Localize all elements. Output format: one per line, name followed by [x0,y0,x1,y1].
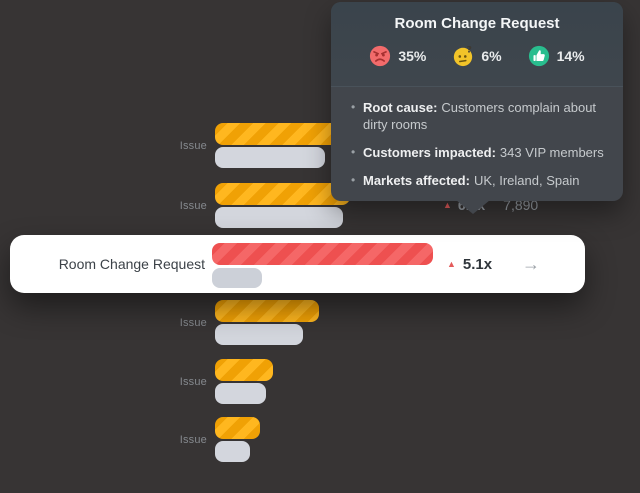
baseline-bar [215,207,343,228]
tooltip-header: Room Change Request 35% [331,2,623,87]
up-triangle-icon: ▲ [443,199,452,210]
tooltip-title: Room Change Request [394,15,560,32]
severity-bar [215,300,319,322]
baseline-bar [212,268,262,288]
severity-bar [215,359,273,381]
sentiment-angry-pct: 35% [398,48,427,64]
sentiment-confused: ? 6% [452,45,502,67]
bullet-icon: • [351,173,356,187]
baseline-bar [215,324,303,345]
highlighted-issue-card[interactable]: Room Change Request ▲ 5.1x → [10,235,585,293]
detail-text: UK, Ireland, Spain [473,173,580,188]
multiplier-value: 5.1x [462,255,493,273]
issue-row-4[interactable]: Issue [0,359,640,404]
tooltip-details: • Root cause: Customers complain about di… [331,87,623,189]
issue-row-label: Issue [179,375,207,388]
severity-bar [212,243,433,265]
count-value: 7,890 [503,197,539,213]
detail-customers-impacted: • Customers impacted: 343 VIP members [351,144,607,161]
severity-bar [215,123,340,145]
detail-label: Markets affected: [363,173,470,188]
issue-tooltip: Room Change Request 35% [331,2,623,201]
thumbs-up-icon [528,45,549,67]
severity-bar [215,183,350,205]
issue-row-label: Issue [179,316,207,329]
detail-markets-affected: • Markets affected: UK, Ireland, Spain [351,172,607,189]
thinking-face-icon: ? [454,45,473,67]
issue-row-5[interactable]: Issue [0,417,640,462]
open-detail-arrow-icon[interactable]: → [522,253,540,274]
tooltip-caret [456,200,490,214]
svg-text:?: ? [467,45,472,55]
issue-row-1[interactable]: Issue [0,123,640,168]
sentiment-angry: 35% [369,45,426,67]
severity-bar [215,417,260,439]
issue-row-label: Issue [179,199,207,212]
angry-face-icon [370,45,391,67]
issue-row-label: Issue [179,139,207,152]
detail-label: Root cause: [363,100,438,115]
sentiment-confused-pct: 6% [481,48,502,64]
sentiment-positive-pct: 14% [556,48,585,64]
detail-text: Customers complain about dirty rooms [363,100,597,132]
baseline-bar [215,441,250,462]
detail-label: Customers impacted: [363,145,496,160]
up-triangle-icon: ▲ [447,258,456,269]
bullet-icon: • [351,145,356,159]
detail-text: 343 VIP members [499,145,604,160]
baseline-bar [215,147,325,168]
issue-row-3[interactable]: Issue [0,300,640,345]
bullet-icon: • [351,100,356,114]
highlighted-issue-label: Room Change Request [58,256,205,272]
detail-root-cause: • Root cause: Customers complain about di… [351,99,607,133]
sentiment-row: 35% ? 6% [331,45,623,67]
sentiment-positive: 14% [528,45,585,67]
baseline-bar [215,383,266,404]
card-stats: ▲ 5.1x [447,235,492,293]
issue-row-label: Issue [179,433,207,446]
